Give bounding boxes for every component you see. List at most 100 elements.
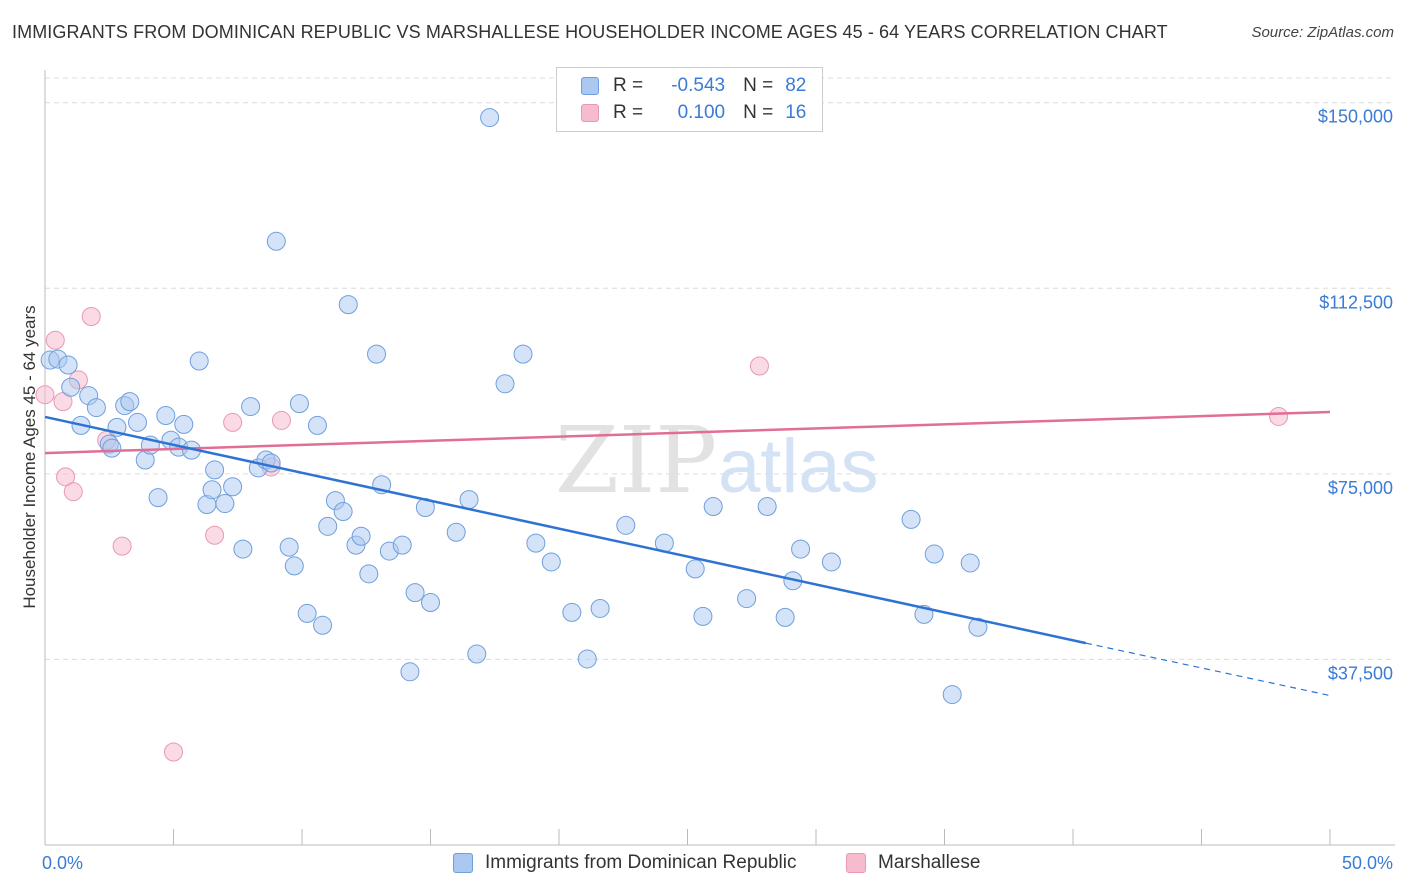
watermark-zip: ZIP <box>555 407 717 514</box>
dominican-point <box>261 453 281 473</box>
dominican-point <box>467 644 487 664</box>
marshallese-point <box>271 410 291 430</box>
dominican-point <box>313 615 333 635</box>
x-tick-label-max: 50.0% <box>1342 853 1393 873</box>
dominican-point <box>279 537 299 557</box>
legend-swatch-blue <box>581 77 599 95</box>
dominican-point <box>367 344 387 364</box>
dominican-point <box>307 415 327 435</box>
dominican-point <box>703 497 723 517</box>
dominican-point <box>685 559 705 579</box>
legend-r-value: -0.543 <box>671 75 726 96</box>
dominican-point <box>421 593 440 613</box>
dominican-point <box>284 556 304 576</box>
dominican-point <box>821 552 841 572</box>
bottom-swatch-blue <box>453 853 473 873</box>
watermark: ZIP atlas <box>555 407 879 514</box>
trend-lines <box>44 410 1331 697</box>
bottom-legend-dominican: Immigrants from Dominican Republic <box>453 852 797 874</box>
marshallese-point <box>45 330 65 350</box>
dominican-point <box>737 589 757 609</box>
dominican-point <box>590 598 610 618</box>
bottom-swatch-pink <box>846 853 866 873</box>
dominican-point <box>156 405 176 425</box>
dominican-point <box>924 544 944 564</box>
dominican-points <box>40 108 988 705</box>
dominican-point <box>791 539 811 559</box>
dominican-point <box>223 477 243 497</box>
dominican-point <box>189 351 209 371</box>
dominican-point <box>541 552 561 572</box>
dominican-point <box>205 460 225 480</box>
dominican-point <box>577 649 597 669</box>
dominican-point <box>562 602 582 622</box>
marshallese-point <box>164 742 183 762</box>
legend-r-value: 0.100 <box>677 102 726 123</box>
y-tick-label: $37,500 <box>1328 663 1393 683</box>
grid-lines <box>45 77 1395 660</box>
dominican-point <box>148 488 168 508</box>
watermark-atlas: atlas <box>718 424 879 509</box>
dominican-point <box>61 377 81 397</box>
legend-n-value: 82 <box>785 75 807 96</box>
y-axis-title: Householder Income Ages 45 - 64 years <box>20 305 39 608</box>
marshallese-point <box>63 482 83 502</box>
dominican-point <box>202 480 222 500</box>
dominican-point <box>693 606 713 626</box>
legend-r-label: R = <box>613 75 644 96</box>
dominican-point <box>968 617 988 637</box>
legend-swatch-pink <box>581 104 599 122</box>
dominican-point <box>241 397 261 417</box>
marshallese-point <box>223 412 243 432</box>
chart-title: IMMIGRANTS FROM DOMINICAN REPUBLIC VS MA… <box>12 22 1168 42</box>
dominican-point <box>942 685 962 705</box>
dominican-point <box>102 438 122 458</box>
y-tick-label: $150,000 <box>1318 107 1393 127</box>
y-tick-label: $75,000 <box>1328 478 1393 498</box>
dominican-point <box>58 355 78 375</box>
dominican-point <box>392 535 412 555</box>
marshallese-point <box>749 356 769 376</box>
legend-row-marshallese: R = 0.100 N = 16 <box>581 100 806 126</box>
legend-n-value: 16 <box>785 102 807 123</box>
marshallese-point <box>56 467 76 487</box>
dominican-point <box>400 662 420 682</box>
bottom-legend-label-1: Immigrants from Dominican Republic <box>485 852 797 873</box>
axis-labels: $37,500 $75,000 $112,500 $150,000 0.0% 50.0% H… <box>20 107 1393 873</box>
dominican-point <box>174 414 194 434</box>
dominican-point <box>120 392 140 412</box>
dominican-point <box>266 231 286 251</box>
marshallese-point <box>35 385 55 405</box>
axes <box>44 70 1395 846</box>
marshallese-points <box>35 307 1289 762</box>
dominican-point <box>757 497 777 517</box>
dominican-point <box>495 374 515 394</box>
dominican-trend-extension <box>1085 642 1331 697</box>
legend-r-label: R = <box>613 102 644 123</box>
dominican-point <box>233 539 253 559</box>
legend-n-label: N = <box>743 75 774 96</box>
dominican-point <box>86 398 106 418</box>
legend-row-dominican: R = -0.543 N = 82 <box>581 73 806 99</box>
dominican-point <box>901 509 921 529</box>
y-tick-label: $112,500 <box>1319 292 1393 312</box>
dominican-point <box>289 394 309 414</box>
dominican-point <box>338 295 358 315</box>
marshallese-point <box>112 536 132 556</box>
dominican-point <box>513 344 533 364</box>
dominican-point <box>359 564 379 584</box>
dominican-point <box>459 490 479 510</box>
dominican-point <box>318 516 338 536</box>
dominican-point <box>215 494 235 514</box>
dominican-point <box>775 607 795 627</box>
dominican-point <box>960 553 980 573</box>
dominican-point <box>480 108 500 128</box>
bottom-legend-label-2: Marshallese <box>878 852 981 873</box>
x-tick-label-min: 0.0% <box>42 853 83 873</box>
marshallese-trend-line <box>44 410 1331 455</box>
dominican-point <box>333 501 353 521</box>
dominican-point <box>128 412 148 432</box>
dominican-trend-line <box>44 415 1087 645</box>
dominican-point <box>446 522 466 542</box>
